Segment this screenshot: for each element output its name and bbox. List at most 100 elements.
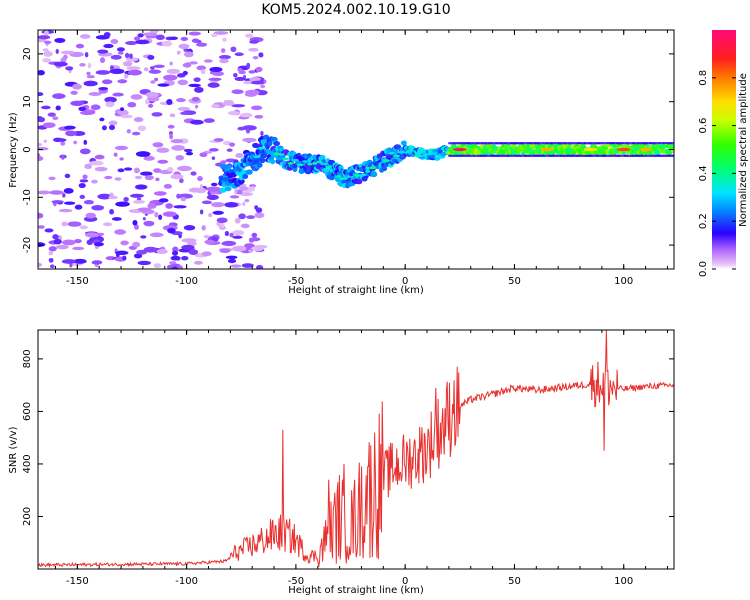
noise-blob	[183, 148, 193, 153]
noise-blob	[109, 65, 114, 71]
ridge-core	[335, 175, 342, 178]
noise-blob	[179, 111, 191, 116]
ridge-blob	[262, 134, 270, 140]
noise-blob	[213, 31, 229, 35]
noise-blob	[248, 249, 253, 253]
noise-blob	[63, 201, 76, 205]
ridge-core	[392, 154, 401, 158]
noise-blob	[210, 33, 218, 38]
noise-blob	[109, 208, 114, 215]
noise-blob	[38, 212, 44, 219]
ridge-blob	[655, 150, 661, 155]
snr-y-tick-label: 400	[22, 454, 33, 473]
noise-blob	[153, 64, 165, 68]
noise-blob	[90, 104, 101, 111]
noise-blob	[75, 43, 85, 49]
noise-blob	[117, 51, 124, 55]
noise-blob	[115, 201, 130, 207]
noise-blob	[93, 242, 104, 247]
noise-blob	[222, 140, 232, 146]
noise-blob	[234, 52, 244, 57]
noise-blob	[79, 62, 86, 67]
ridge-hotspot	[452, 147, 467, 152]
noise-blob	[52, 93, 66, 99]
ridge-blob	[245, 169, 253, 175]
noise-blob	[42, 48, 49, 52]
noise-blob	[137, 125, 147, 132]
noise-blob	[134, 175, 143, 180]
ridge-core	[253, 155, 261, 159]
noise-blob	[189, 61, 198, 65]
noise-blob	[185, 151, 194, 156]
noise-blob	[176, 50, 181, 55]
noise-blob	[131, 209, 139, 213]
noise-blob	[211, 156, 216, 160]
noise-blob	[126, 57, 139, 62]
noise-blob	[123, 197, 129, 202]
noise-blob	[211, 104, 220, 109]
noise-blob	[54, 37, 66, 43]
noise-blob	[73, 239, 82, 244]
noise-blob	[124, 52, 130, 59]
noise-blob	[169, 261, 177, 265]
noise-blob	[197, 176, 203, 182]
ridge-blob	[356, 179, 363, 185]
noise-blob	[126, 129, 131, 134]
noise-blob	[51, 200, 64, 204]
noise-blob	[195, 104, 199, 109]
noise-blob	[61, 221, 68, 227]
noise-blob	[67, 221, 82, 227]
noise-blob	[190, 119, 204, 125]
noise-blob	[152, 142, 164, 148]
ridge-core	[416, 154, 425, 158]
noise-blob	[64, 173, 71, 179]
ridge-core	[339, 177, 348, 181]
noise-blob	[132, 241, 141, 248]
noise-blob	[143, 155, 155, 161]
ridge-core	[287, 162, 294, 165]
noise-blob	[239, 186, 249, 191]
noise-blob	[154, 211, 159, 218]
noise-blob	[196, 42, 208, 47]
noise-blob	[230, 46, 237, 52]
noise-blob	[132, 199, 145, 204]
noise-blob	[48, 257, 54, 263]
noise-blob	[169, 36, 179, 41]
snr-x-tick-label: 100	[614, 576, 633, 587]
noise-blob	[234, 76, 247, 82]
noise-blob	[171, 144, 186, 151]
spectrogram-x-tick-label: 50	[508, 276, 521, 287]
noise-blob	[245, 33, 254, 38]
noise-blob	[101, 79, 113, 85]
noise-blob	[114, 177, 122, 181]
noise-blob	[213, 138, 224, 142]
noise-blob	[134, 224, 139, 230]
noise-blob	[177, 106, 191, 112]
noise-blob	[155, 177, 160, 182]
ridge-core	[364, 170, 371, 173]
noise-blob	[238, 70, 246, 75]
ridge-blob	[381, 165, 388, 172]
noise-blob	[230, 264, 242, 268]
noise-blob	[79, 179, 89, 183]
noise-blob	[86, 71, 91, 76]
noise-blob	[201, 251, 212, 257]
noise-blob	[183, 224, 196, 231]
noise-blob	[181, 244, 195, 250]
noise-blob	[74, 204, 83, 210]
noise-blob	[188, 187, 201, 193]
noise-blob	[38, 262, 43, 267]
noise-blob	[55, 48, 59, 54]
noise-blob	[63, 188, 74, 194]
ridge-core	[312, 161, 318, 165]
ridge-blob	[430, 154, 436, 159]
snr-x-tick-label: -100	[175, 576, 198, 587]
noise-blob	[73, 140, 78, 145]
spectrogram-x-tick-label: -100	[175, 276, 198, 287]
noise-blob	[137, 33, 144, 38]
noise-blob	[94, 166, 108, 172]
noise-blob	[212, 210, 224, 215]
noise-blob	[229, 142, 236, 147]
noise-blob	[220, 222, 225, 229]
